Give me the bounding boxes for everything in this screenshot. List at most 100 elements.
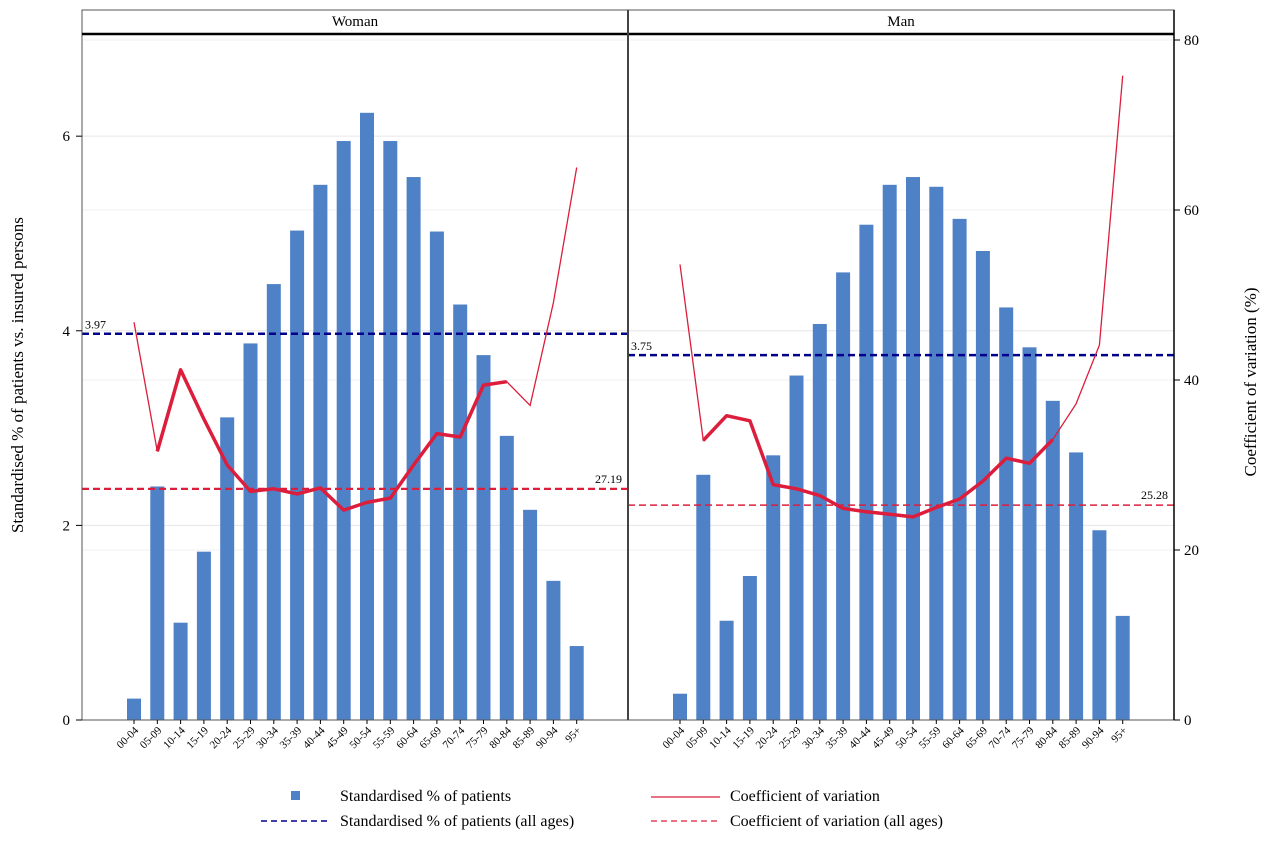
x-tick-label: 70-74 [987, 724, 1014, 751]
bar [220, 417, 235, 720]
x-tick-label: 80-84 [487, 724, 514, 751]
bar [150, 486, 165, 720]
bar [453, 304, 468, 720]
bar [1022, 347, 1037, 720]
x-tick-label: 10-14 [707, 724, 734, 751]
bar [127, 698, 141, 720]
x-tick-label: 15-19 [730, 724, 757, 751]
legend-bar-label: Standardised % of patients [340, 788, 511, 805]
reference-label-pct: 3.75 [631, 339, 652, 353]
bar [859, 224, 874, 721]
cv-line-thick [155, 368, 508, 512]
bar [383, 141, 398, 720]
y2-tick-label: 80 [1184, 33, 1199, 49]
bar [476, 355, 491, 720]
x-tick-label: 10-14 [161, 724, 188, 751]
x-tick-label: 60-64 [940, 724, 967, 751]
bar [546, 580, 561, 720]
bar [1092, 530, 1107, 720]
gridlines [82, 39, 1174, 551]
bar [812, 323, 827, 720]
x-tick-label: 05-09 [138, 724, 165, 751]
x-tick-label: 05-09 [684, 724, 711, 751]
x-tick-label: 65-69 [417, 724, 444, 751]
x-tick-label: 15-19 [184, 724, 211, 751]
bar [313, 184, 328, 720]
bar [360, 112, 374, 721]
x-tick-label: 25-29 [777, 724, 804, 751]
reference-lines: 3.97 27.19 3.75 25.28 [82, 318, 1174, 506]
x-tick-label: 60-64 [394, 724, 421, 751]
bar [975, 250, 990, 721]
bar [719, 620, 734, 720]
y-tick-label: 6 [63, 129, 71, 145]
bar [906, 177, 920, 720]
bar [569, 646, 584, 720]
x-tick-label: 95+ [563, 725, 584, 746]
x-tick-label: 70-74 [441, 724, 468, 751]
legend-cv-line-label: Coefficient of variation [730, 788, 880, 805]
bar [696, 474, 711, 720]
x-tick-label: 90-94 [534, 724, 561, 751]
legend-bar-swatch [291, 791, 300, 800]
y-axis-label: Standardised % of patients vs. insured p… [8, 217, 27, 533]
y-tick-label: 2 [63, 518, 71, 534]
bar [196, 551, 211, 720]
x-tick-label: 50-54 [347, 724, 374, 751]
x-tick-label: 20-24 [208, 724, 235, 751]
cv-lines [133, 75, 1124, 519]
panel-frames: Woman Man [81, 9, 1175, 721]
x-tick-label: 35-39 [824, 724, 851, 751]
x-tick-label: 45-49 [870, 724, 897, 751]
y2-tick-label: 60 [1184, 203, 1199, 219]
bar [999, 307, 1014, 720]
bar [406, 177, 421, 720]
legend-pct-ref-label: Standardised % of patients (all ages) [340, 813, 574, 830]
bar [243, 343, 258, 720]
legend: Standardised % of patients Coefficient o… [261, 788, 943, 830]
x-tick-label: 85-89 [1057, 724, 1084, 751]
cv-line-thick [702, 413, 1055, 519]
bar [673, 693, 687, 720]
legend-cv-ref-label: Coefficient of variation (all ages) [730, 813, 943, 830]
y2-tick-label: 40 [1184, 373, 1199, 389]
bar [499, 435, 514, 720]
bar [766, 455, 781, 720]
x-tick-label: 95+ [1109, 725, 1130, 746]
bar [173, 622, 188, 720]
x-tick-label: 80-84 [1033, 724, 1060, 751]
x-tick-label: 30-34 [800, 724, 827, 751]
reference-label-pct: 3.97 [85, 318, 106, 332]
x-tick-label: 90-94 [1080, 724, 1107, 751]
x-tick-label: 40-44 [847, 724, 874, 751]
x-tick-label: 75-79 [464, 724, 491, 751]
bar [523, 509, 538, 720]
bar [1115, 615, 1130, 720]
reference-label-cv: 27.19 [595, 472, 622, 486]
x-tick-label: 00-04 [114, 724, 141, 751]
x-tick-label: 55-59 [371, 724, 398, 751]
bar [429, 231, 444, 720]
bar [266, 284, 281, 720]
bar [952, 218, 967, 720]
bar [929, 186, 944, 720]
x-tick-label: 25-29 [231, 724, 258, 751]
y-tick-label: 0 [63, 713, 71, 729]
bar [882, 184, 897, 720]
bars-layer [127, 112, 1130, 721]
bar [836, 272, 851, 720]
y2-axis-label: Coefficient of variation (%) [1241, 288, 1260, 477]
bar [1045, 400, 1060, 720]
bar [1069, 452, 1084, 720]
x-tick-label: 65-69 [963, 724, 990, 751]
x-tick-label: 40-44 [301, 724, 328, 751]
y2-tick-label: 20 [1184, 543, 1199, 559]
panel-title: Man [887, 14, 915, 30]
x-tick-label: 50-54 [893, 724, 920, 751]
panel-title: Woman [332, 14, 379, 30]
x-tick-label: 75-79 [1010, 724, 1037, 751]
bar [336, 141, 351, 720]
y2-tick-label: 0 [1184, 713, 1192, 729]
x-tick-label: 45-49 [324, 724, 351, 751]
